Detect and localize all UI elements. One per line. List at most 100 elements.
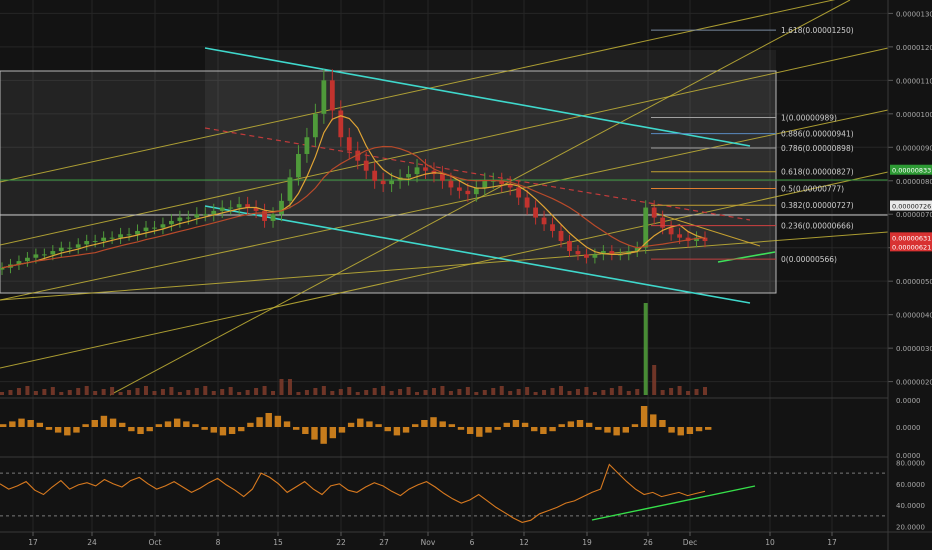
- histogram-bar: [421, 420, 428, 427]
- histogram-pane: 0.0000 0.0000 0.0000: [0, 397, 921, 460]
- time-tick-label: 24: [87, 538, 97, 547]
- rsi-tick-label: 20.0000: [896, 524, 925, 532]
- candle-body: [406, 174, 411, 178]
- volume-bar: [635, 389, 640, 395]
- histogram-bar: [613, 427, 620, 436]
- candle-body: [482, 180, 488, 188]
- candle-body: [448, 180, 454, 188]
- candle-body: [202, 214, 208, 216]
- histogram-bar: [183, 421, 190, 427]
- histogram-bar: [274, 415, 282, 427]
- histogram-bar: [292, 427, 300, 430]
- candle-body: [584, 254, 589, 258]
- histogram-bar: [347, 422, 355, 427]
- histogram-bar: [549, 427, 556, 432]
- histogram-bar: [412, 424, 419, 427]
- histogram-bar: [338, 427, 346, 433]
- histogram-bar: [155, 424, 163, 427]
- histogram-bar: [521, 422, 529, 427]
- histogram-bar: [512, 420, 520, 427]
- histogram-bar: [9, 421, 16, 427]
- candle-body: [516, 187, 522, 198]
- histogram-bar: [650, 414, 657, 427]
- histogram-bar: [631, 424, 639, 427]
- histogram-bar: [54, 427, 62, 433]
- histogram-tick-label: 0.0000: [896, 452, 921, 460]
- volume-bar: [160, 389, 165, 395]
- time-tick-label: Dec: [683, 538, 698, 547]
- candle-body: [634, 247, 640, 252]
- price-marker-label: 0.00000833: [892, 167, 931, 175]
- volume-bar: [703, 387, 707, 395]
- candle-body: [152, 227, 157, 229]
- histogram-bar: [91, 420, 98, 427]
- histogram-bar: [18, 418, 25, 427]
- histogram-bar: [311, 427, 318, 440]
- volume-bar: [525, 387, 530, 395]
- candle-body: [643, 207, 649, 248]
- volume-bar: [330, 391, 335, 395]
- price-marker-label: 0.00000631: [892, 234, 931, 242]
- price-marker-box: [890, 200, 932, 211]
- volume-bar: [177, 392, 182, 395]
- volume-bar: [686, 391, 691, 395]
- volume-bar: [389, 391, 394, 395]
- fib-level-label: 0(0.00000566): [781, 255, 837, 264]
- candle-body: [702, 237, 708, 242]
- candle-body: [389, 180, 395, 185]
- histogram-bar: [36, 422, 44, 427]
- volume-bar: [499, 386, 504, 395]
- histogram-bar: [558, 424, 565, 427]
- volume-bar: [59, 392, 64, 395]
- histogram-bar: [146, 427, 153, 432]
- moving-average-fast: [1, 115, 706, 269]
- candle-body: [75, 244, 81, 248]
- fib-level-label: 0.236(0.00000666): [781, 222, 854, 231]
- volume-bar: [669, 388, 674, 395]
- fib-levels: 1.618(0.00001250) 1(0.00000989) 0.886(0.00…: [651, 26, 854, 264]
- candle-body: [33, 254, 39, 258]
- candle-body: [372, 170, 378, 181]
- volume-bar: [474, 392, 479, 395]
- candle-body: [296, 153, 301, 178]
- candle-body: [550, 224, 555, 231]
- candle-body: [473, 187, 479, 195]
- candle-body: [440, 174, 445, 181]
- histogram-bar: [476, 427, 483, 437]
- volume-bar: [482, 390, 487, 395]
- volume-bar: [321, 386, 326, 395]
- candle-body: [609, 251, 615, 255]
- volume-bar: [25, 386, 30, 395]
- histogram-bar: [503, 422, 510, 427]
- time-tick-label: Nov: [421, 538, 436, 547]
- support-line: [717, 251, 776, 263]
- histogram-bar: [73, 427, 80, 433]
- volume-bar: [592, 392, 597, 395]
- candle-body: [533, 207, 539, 218]
- time-tick-label: Oct: [149, 538, 162, 547]
- histogram-tick-label: 0.0000: [896, 424, 921, 432]
- volume-bar: [406, 387, 411, 395]
- histogram-bar: [109, 418, 117, 427]
- histogram-bar: [567, 421, 575, 427]
- volume-bar: [67, 390, 72, 395]
- histogram-bar: [128, 427, 135, 432]
- histogram-bar: [320, 427, 327, 444]
- volume-bar: [211, 391, 216, 395]
- volume-bar: [372, 388, 377, 395]
- candle-body: [592, 254, 598, 258]
- histogram-bar: [45, 427, 53, 430]
- volume-bar: [567, 391, 572, 395]
- histogram-bar: [375, 424, 382, 427]
- price-marker-box: [890, 232, 932, 243]
- pitchfork-line: [0, 171, 889, 369]
